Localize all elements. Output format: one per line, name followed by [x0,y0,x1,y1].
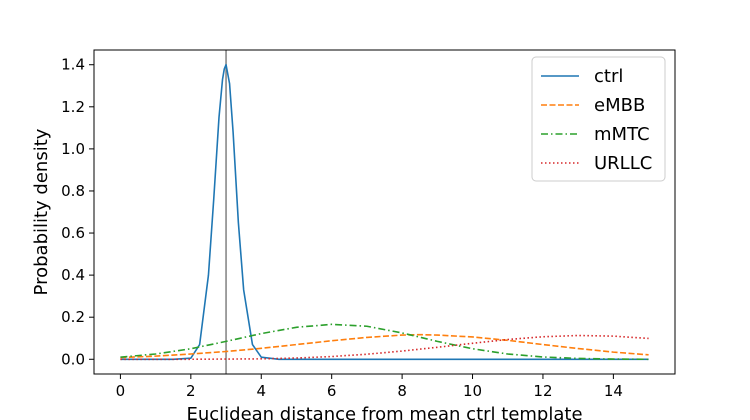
y-tick-label: 1.0 [61,140,85,158]
legend-label: mMTC [594,124,650,145]
x-tick-label: 6 [327,382,337,400]
x-tick-label: 0 [116,382,126,400]
y-tick-label: 0.8 [61,182,85,200]
y-tick-label: 0.2 [61,308,85,326]
series-layer [120,63,649,361]
legend-label: ctrl [594,66,623,87]
plot-frame [93,49,676,375]
y-tick-label: 1.2 [61,98,85,116]
y-tick-label: 1.4 [61,56,85,74]
series-line-urllc [120,334,649,361]
x-axis-label: Euclidean distance from mean ctrl templa… [186,404,582,420]
legend: ctrl eMBB mMTC URLLC [531,56,666,182]
y-tick-label: 0.4 [61,266,85,284]
series-line-mmtc [120,323,649,361]
x-tick-label: 14 [604,382,623,400]
y-tick-label: 0.0 [61,350,85,368]
x-tick-label: 12 [533,382,552,400]
legend-label: eMBB [594,95,645,116]
x-tick-label: 2 [186,382,196,400]
x-tick-label: 8 [397,382,407,400]
x-tick-label: 4 [256,382,266,400]
legend-label: URLLC [594,153,652,174]
legend-frame [531,56,666,182]
x-axis-ticks: 0 2 4 6 8 10 12 14 [116,374,623,400]
series-line-embb [120,333,649,359]
series-line-ctrl [120,63,649,361]
y-axis-ticks: 0.0 0.2 0.4 0.6 0.8 1.0 1.2 1.4 [61,56,94,368]
y-axis-label: Probability density [31,128,52,295]
y-tick-label: 0.6 [61,224,85,242]
x-tick-label: 10 [463,382,482,400]
